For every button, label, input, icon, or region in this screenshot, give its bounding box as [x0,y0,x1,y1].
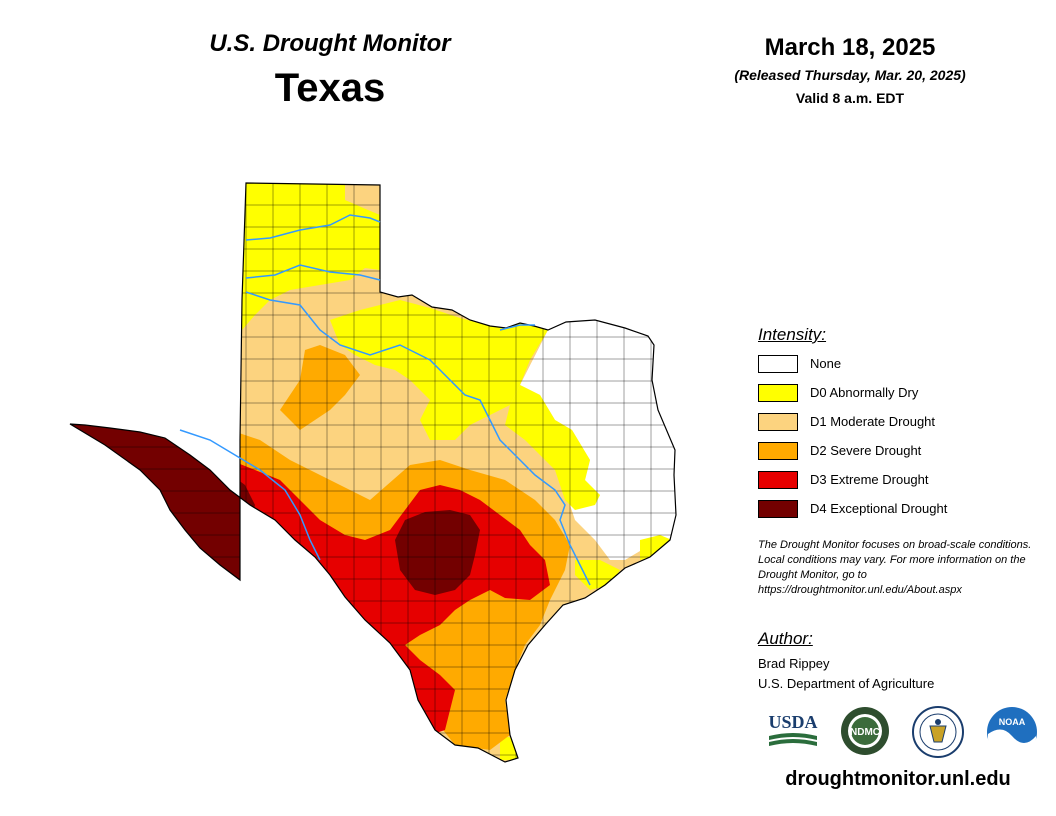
d4-area-big-bend [70,424,255,580]
legend-swatch [758,413,798,431]
valid-time: Valid 8 a.m. EDT [795,90,905,106]
legend-item-d0: D0 Abnormally Dry [758,384,1018,404]
noaa-logo: NOAA [987,707,1037,758]
map-subtitle: U.S. Drought Monitor [209,30,451,57]
legend-swatch [758,500,798,518]
d0-area-coast [640,535,672,560]
canadian-river [245,214,381,241]
legend-swatch [758,355,798,373]
author-heading: Author: [758,629,813,648]
d3-area [70,424,550,735]
legend-label: D4 Exceptional Drought [810,501,948,516]
legend-item-d3: D3 Extreme Drought [758,471,1018,491]
legend-swatch [758,442,798,460]
legend-item-d4: D4 Exceptional Drought [758,500,1018,520]
legend-item-none: None [758,355,1018,375]
brazos-red-river [245,291,591,586]
author-name: Brad Rippey [758,656,830,671]
doc-seal-logo [912,706,964,758]
legend-swatch [758,384,798,402]
ndmc-logo-text: NDMC [850,727,880,738]
map-date: March 18, 2025 [764,34,936,61]
d4-area-hill-country [395,510,480,595]
none-area [520,320,676,560]
disclaimer-note: The Drought Monitor focuses on broad-sca… [758,539,1032,596]
release-date: (Released Thursday, Mar. 20, 2025) [734,67,966,83]
red-river-east [499,324,535,331]
website-url[interactable]: droughtmonitor.unl.edu [785,768,1011,790]
legend-label: D3 Extreme Drought [810,472,929,487]
legend-item-d2: D2 Severe Drought [758,442,1018,462]
legend-title: Intensity: [758,325,827,344]
usda-logo-text: USDA [768,712,817,732]
rivers [179,214,591,586]
rio-grande [179,429,321,561]
d0-area-east [505,385,600,510]
usda-logo: USDA [768,712,818,746]
texas-outline [69,182,677,763]
noaa-logo-text: NOAA [999,717,1026,727]
ndmc-logo: NDMC [841,707,889,755]
legend-label: D2 Severe Drought [810,443,922,458]
legend-label: None [810,356,842,371]
map-title: Texas [274,66,386,110]
legend-label: D0 Abnormally Dry [810,385,919,400]
legend-swatch [758,471,798,489]
author-organization: U.S. Department of Agriculture [758,676,935,691]
legend-item-d1: D1 Moderate Drought [758,413,1018,433]
red-river-north-fork [245,264,381,281]
legend-label: D1 Moderate Drought [810,414,936,429]
